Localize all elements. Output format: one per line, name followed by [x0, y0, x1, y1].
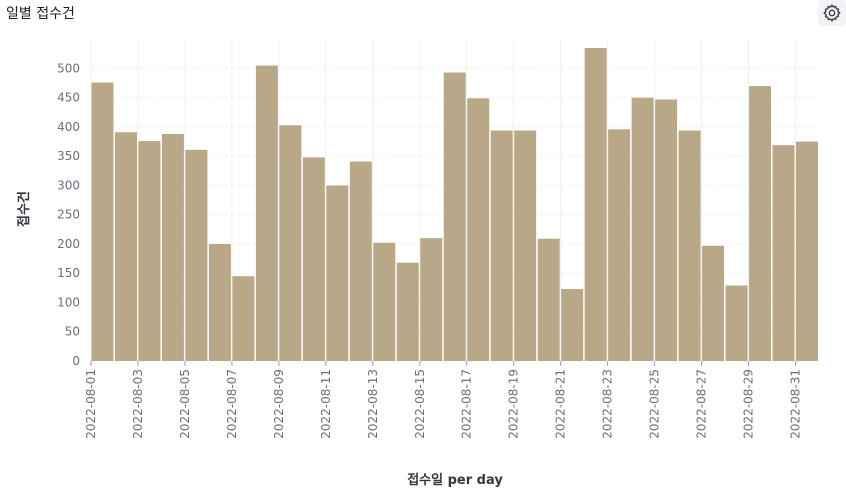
- x-tick-label: 2022-08-21: [554, 369, 568, 439]
- x-tick-label: 2022-08-09: [272, 369, 286, 439]
- bar-2022-08-25[interactable]: [655, 99, 678, 361]
- bar-2022-08-07[interactable]: [232, 276, 255, 361]
- bar-2022-08-17[interactable]: [467, 98, 490, 361]
- bar-2022-08-11[interactable]: [326, 185, 349, 361]
- x-tick-label: 2022-08-15: [413, 369, 427, 439]
- x-tick-label: 2022-08-05: [178, 369, 192, 439]
- settings-button[interactable]: [818, 0, 846, 26]
- bar-2022-08-04[interactable]: [161, 134, 184, 361]
- x-tick-label: 2022-08-11: [319, 369, 333, 439]
- gear-icon: [823, 4, 841, 22]
- x-tick-label: 2022-08-19: [507, 369, 521, 439]
- bar-2022-08-10[interactable]: [302, 157, 325, 361]
- x-tick-label: 2022-08-01: [84, 369, 98, 439]
- y-axis-title: 접수건: [16, 191, 32, 227]
- bar-2022-08-21[interactable]: [561, 289, 584, 361]
- y-tick-label: 400: [57, 120, 80, 134]
- y-tick-label: 200: [57, 237, 80, 251]
- y-tick-label: 250: [57, 208, 80, 222]
- bar-2022-08-28[interactable]: [725, 285, 748, 361]
- y-tick-label: 500: [57, 61, 80, 75]
- bar-2022-08-22[interactable]: [584, 48, 607, 361]
- x-tick-label: 2022-08-17: [460, 369, 474, 439]
- bar-2022-08-05[interactable]: [185, 149, 208, 361]
- x-axis-title: 접수일 per day: [407, 472, 503, 488]
- bars: [91, 48, 818, 362]
- bar-2022-08-24[interactable]: [631, 97, 654, 361]
- x-axis-ticks: 2022-08-01 2022-08-03 2022-08-05 2022-08-07…: [84, 361, 803, 439]
- y-tick-label: 300: [57, 178, 80, 192]
- y-tick-label: 100: [57, 295, 80, 309]
- bar-2022-08-14[interactable]: [396, 262, 419, 361]
- bar-2022-08-20[interactable]: [537, 238, 560, 361]
- bar-2022-08-30[interactable]: [772, 145, 795, 361]
- bar-2022-08-01[interactable]: [91, 82, 114, 361]
- y-tick-label: 350: [57, 149, 80, 163]
- bar-2022-08-02[interactable]: [114, 132, 137, 361]
- bar-2022-08-08[interactable]: [255, 65, 278, 362]
- bar-2022-08-26[interactable]: [678, 130, 701, 361]
- bar-2022-08-13[interactable]: [373, 242, 396, 361]
- x-tick-label: 2022-08-13: [366, 369, 380, 439]
- y-axis-ticks: 0 50 100 150 200 250 300 350 400 450 500: [57, 61, 80, 368]
- x-tick-label: 2022-08-03: [131, 369, 145, 439]
- y-tick-label: 0: [72, 354, 80, 368]
- y-tick-label: 150: [57, 266, 80, 280]
- bar-2022-08-16[interactable]: [443, 72, 466, 361]
- x-tick-label: 2022-08-31: [789, 369, 803, 439]
- bar-2022-08-27[interactable]: [702, 245, 725, 361]
- bar-2022-08-06[interactable]: [208, 243, 231, 361]
- bar-2022-08-03[interactable]: [138, 141, 161, 361]
- bar-2022-08-18[interactable]: [490, 130, 513, 361]
- panel-title: 일별 접수건: [6, 6, 75, 22]
- bar-2022-08-19[interactable]: [514, 130, 537, 361]
- bar-2022-08-29[interactable]: [749, 86, 772, 361]
- x-tick-label: 2022-08-23: [601, 369, 615, 439]
- bar-2022-08-15[interactable]: [420, 238, 443, 361]
- bar-2022-08-09[interactable]: [279, 125, 302, 361]
- x-tick-label: 2022-08-29: [742, 369, 756, 439]
- x-tick-label: 2022-08-27: [695, 369, 709, 439]
- x-tick-label: 2022-08-07: [225, 369, 239, 439]
- bar-2022-08-23[interactable]: [608, 129, 631, 361]
- y-tick-label: 50: [65, 325, 80, 339]
- bar-2022-08-31[interactable]: [796, 141, 818, 361]
- bar-2022-08-12[interactable]: [349, 161, 372, 361]
- x-tick-label: 2022-08-25: [648, 369, 662, 439]
- y-tick-label: 450: [57, 91, 80, 105]
